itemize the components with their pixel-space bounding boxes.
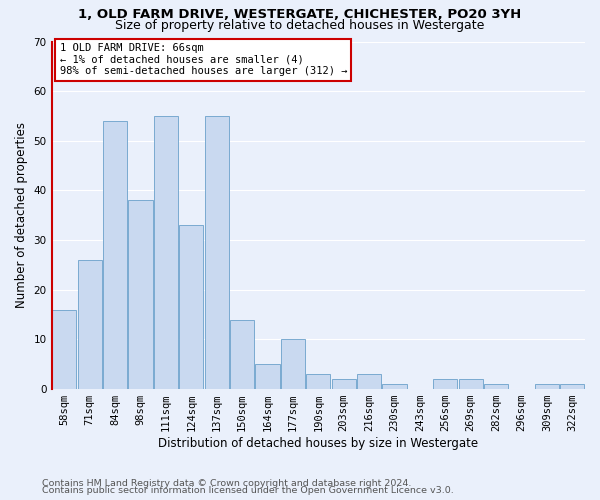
Bar xyxy=(560,384,584,389)
Text: 1 OLD FARM DRIVE: 66sqm
← 1% of detached houses are smaller (4)
98% of semi-deta: 1 OLD FARM DRIVE: 66sqm ← 1% of detached… xyxy=(59,43,347,76)
X-axis label: Distribution of detached houses by size in Westergate: Distribution of detached houses by size … xyxy=(158,437,478,450)
Bar xyxy=(205,116,229,389)
Text: Contains public sector information licensed under the Open Government Licence v3: Contains public sector information licen… xyxy=(42,486,454,495)
Bar xyxy=(458,379,483,389)
Bar xyxy=(230,320,254,389)
Y-axis label: Number of detached properties: Number of detached properties xyxy=(15,122,28,308)
Bar xyxy=(154,116,178,389)
Text: Size of property relative to detached houses in Westergate: Size of property relative to detached ho… xyxy=(115,18,485,32)
Bar xyxy=(179,225,203,389)
Bar xyxy=(484,384,508,389)
Bar xyxy=(103,121,127,389)
Bar xyxy=(535,384,559,389)
Bar xyxy=(281,340,305,389)
Text: Contains HM Land Registry data © Crown copyright and database right 2024.: Contains HM Land Registry data © Crown c… xyxy=(42,478,412,488)
Bar xyxy=(382,384,407,389)
Bar xyxy=(256,364,280,389)
Bar xyxy=(357,374,381,389)
Bar xyxy=(306,374,331,389)
Bar xyxy=(77,260,102,389)
Text: 1, OLD FARM DRIVE, WESTERGATE, CHICHESTER, PO20 3YH: 1, OLD FARM DRIVE, WESTERGATE, CHICHESTE… xyxy=(79,8,521,20)
Bar xyxy=(52,310,76,389)
Bar xyxy=(433,379,457,389)
Bar xyxy=(128,200,152,389)
Bar xyxy=(332,379,356,389)
